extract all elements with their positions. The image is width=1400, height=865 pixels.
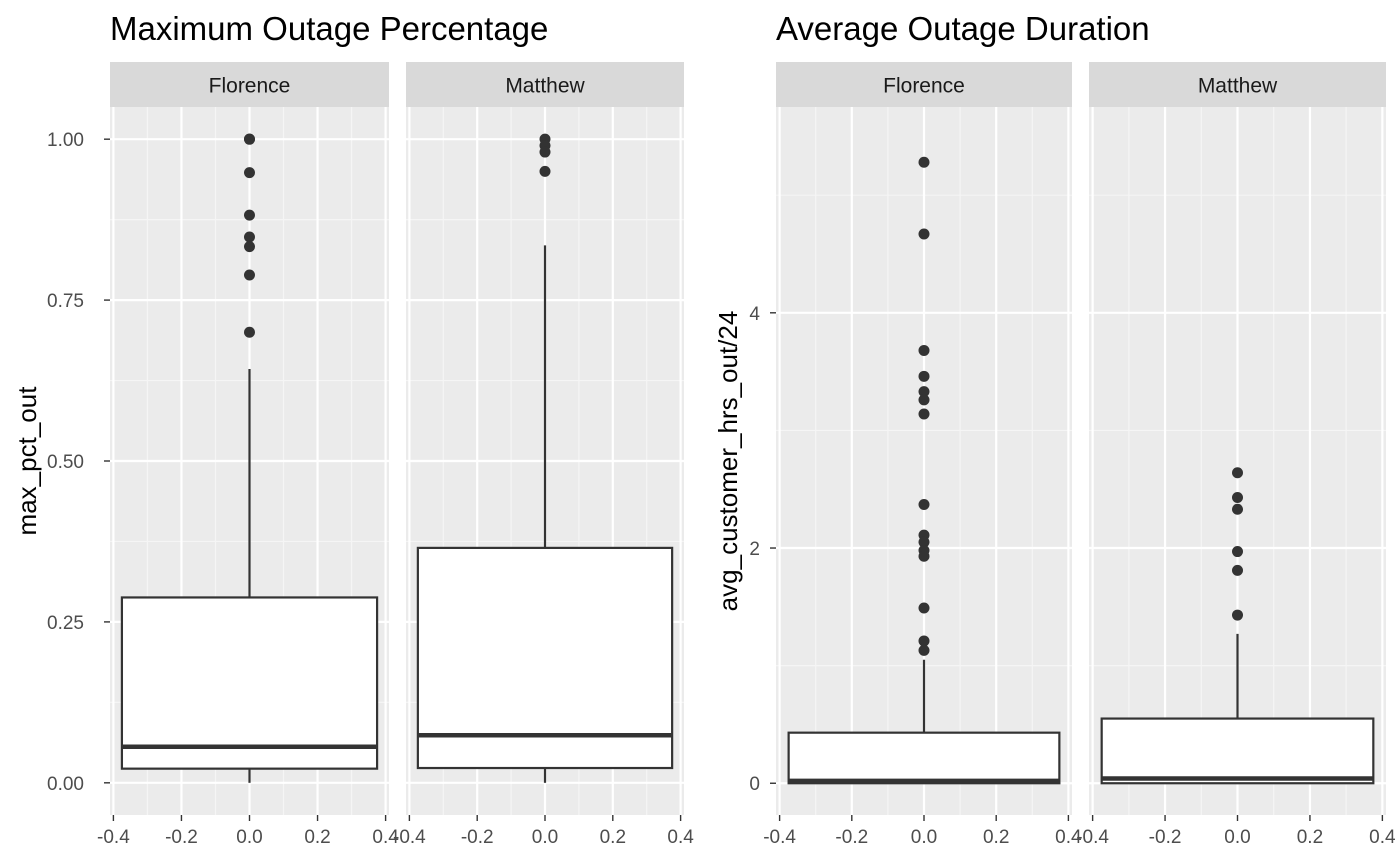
outlier-point <box>244 167 255 179</box>
outlier-point <box>918 644 930 656</box>
facet-strip-label: Florence <box>883 75 965 98</box>
facet-panel-matthew: Matthew -0.4 -0.2 0.0 0.2 0.4 <box>393 62 694 848</box>
outlier-point <box>918 394 930 406</box>
outlier-point <box>539 165 551 177</box>
x-tick-label: 0.4 <box>372 827 399 848</box>
x-tick-label: 0.4 <box>1055 827 1082 848</box>
chart-1: Maximum Outage Percentagemax_pct_out0.00… <box>12 10 694 848</box>
y-tick-label: 0.75 <box>47 291 84 312</box>
outlier-point <box>918 344 930 356</box>
outlier-point <box>244 133 255 145</box>
facet-strip <box>406 62 684 107</box>
outlier-point <box>918 370 930 382</box>
outlier-point <box>918 156 930 168</box>
outlier-point <box>918 228 930 240</box>
x-tick-label: -0.4 <box>763 827 796 848</box>
y-tick-label: 0 <box>749 774 760 795</box>
y-tick-label: 0.00 <box>47 774 84 795</box>
box-iqr <box>416 546 674 770</box>
facet-strip <box>776 62 1072 107</box>
outlier-point <box>539 146 551 158</box>
x-tick-label: 0.4 <box>1369 827 1396 848</box>
outlier-point <box>1232 503 1243 515</box>
x-tick-label: 0.0 <box>236 827 262 848</box>
facet-strip-label: Florence <box>209 75 291 98</box>
outlier-point <box>918 408 930 420</box>
chart-title: Maximum Outage Percentage <box>110 10 548 47</box>
chart-title: Average Outage Duration <box>776 10 1150 47</box>
facet-panel-florence: Florence -0.4 -0.2 0.0 0.2 0.4 <box>97 62 399 848</box>
outlier-point <box>1232 546 1243 558</box>
outlier-point <box>1232 564 1243 576</box>
x-tick-label: -0.4 <box>1076 827 1109 848</box>
outlier-point <box>918 499 930 511</box>
outlier-point <box>918 550 930 562</box>
box-iqr <box>120 596 379 770</box>
outlier-point <box>918 602 930 614</box>
x-tick-label: 0.0 <box>532 827 558 848</box>
outlier-point <box>918 635 930 647</box>
outlier-point <box>244 241 255 253</box>
facet-strip <box>1089 62 1386 107</box>
x-tick-label: 0.0 <box>911 827 937 848</box>
y-tick-label: 0.25 <box>47 613 84 634</box>
outlier-point <box>1232 491 1243 503</box>
box-iqr <box>1100 717 1375 785</box>
x-tick-label: 0.0 <box>1224 827 1250 848</box>
x-tick-label: 0.4 <box>667 827 694 848</box>
outlier-point <box>1232 467 1243 479</box>
y-tick-label: 2 <box>749 539 760 560</box>
outlier-point <box>244 269 255 281</box>
outlier-point <box>244 231 255 243</box>
x-tick-label: 0.2 <box>600 827 626 848</box>
outlier-point <box>1232 609 1243 621</box>
outlier-point <box>918 536 930 548</box>
y-axis-label: avg_customer_hrs_out/24 <box>713 311 743 612</box>
y-tick-label: 0.50 <box>47 452 84 473</box>
y-tick-label: 1.00 <box>47 130 84 151</box>
facet-panel-matthew: Matthew -0.4 -0.2 0.0 0.2 0.4 <box>1076 62 1396 848</box>
box-iqr <box>787 731 1061 785</box>
x-tick-label: 0.2 <box>983 827 1009 848</box>
outlier-point <box>244 209 255 221</box>
x-tick-label: -0.4 <box>97 827 130 848</box>
x-tick-label: -0.4 <box>393 827 426 848</box>
chart-2: Average Outage Duration avg_customer_hrs_… <box>713 10 1396 848</box>
facet-strip-label: Matthew <box>1198 75 1278 98</box>
x-tick-label: -0.2 <box>835 827 868 848</box>
outlier-point <box>244 326 255 338</box>
facet-strip-label: Matthew <box>505 75 585 98</box>
y-axis-label: max_pct_out <box>12 386 42 536</box>
x-tick-label: -0.2 <box>1149 827 1182 848</box>
x-tick-label: -0.2 <box>165 827 198 848</box>
facet-strip <box>110 62 389 107</box>
outlier-point <box>918 386 930 398</box>
x-tick-label: 0.2 <box>1297 827 1323 848</box>
y-tick-label: 4 <box>749 304 760 325</box>
x-tick-label: 0.2 <box>304 827 330 848</box>
facet-panel-florence: Florence -0.4 -0.2 0.0 0.2 0.4 <box>763 62 1082 848</box>
x-tick-label: -0.2 <box>461 827 494 848</box>
